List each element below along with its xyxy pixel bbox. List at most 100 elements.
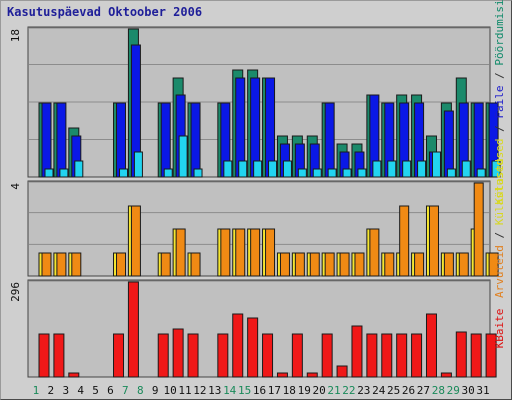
x-tick-label-day-22: 22 (342, 384, 355, 397)
bar-arvuteid-day-18 (294, 252, 305, 277)
x-tick-label-day-21: 21 (327, 384, 340, 397)
legend-part-top-3: / (493, 66, 506, 86)
x-tick-label-day-16: 16 (253, 384, 266, 397)
x-tick-label-day-7: 7 (122, 384, 129, 397)
bar-faile-day-1 (41, 102, 52, 178)
bar-arvuteid-day-19 (309, 252, 320, 277)
bar-arvuteid-day-17 (279, 252, 290, 277)
bar-k-lastused-day-29 (461, 160, 471, 178)
bar-k-lastused-day-18 (297, 168, 307, 178)
bar-arvuteid-day-20 (324, 252, 335, 277)
bar-kbaite-day-27 (425, 313, 437, 378)
bar-k-lastused-day-24 (387, 160, 397, 178)
x-tick-label-day-2: 2 (48, 384, 55, 397)
bar-faile-day-30 (473, 102, 484, 178)
bar-kbaite-day-10 (172, 328, 184, 378)
bar-arvuteid-day-24 (384, 252, 395, 277)
legend-label-middle: Arvuteid / Külastused (493, 159, 506, 298)
bar-k-lastused-day-17 (282, 160, 292, 178)
bar-k-lastused-day-2 (59, 168, 69, 178)
bar-k-lastused-day-13 (223, 160, 233, 178)
bar-k-lastused-day-15 (253, 160, 263, 178)
bar-k-lastused-day-25 (402, 160, 412, 178)
bar-k-lastused-day-30 (476, 168, 486, 178)
bar-kbaite-day-19 (306, 372, 318, 378)
x-tick-label-day-12: 12 (193, 384, 206, 397)
x-tick-label-day-10: 10 (163, 384, 176, 397)
bar-arvuteid-day-28 (443, 252, 454, 277)
x-tick-label-day-20: 20 (312, 384, 325, 397)
x-tick-label-day-13: 13 (208, 384, 221, 397)
bar-faile-day-11 (190, 102, 201, 178)
legend-part-middle-2: Külastused (493, 159, 506, 225)
x-tick-label-day-17: 17 (268, 384, 281, 397)
bar-arvuteid-day-7 (130, 205, 141, 277)
y-tick-label-bottom: 296 (9, 282, 22, 302)
bar-kbaite-day-2 (53, 333, 65, 378)
bar-kbaite-day-26 (411, 333, 423, 378)
bar-k-lastused-day-27 (431, 151, 441, 178)
bar-arvuteid-day-23 (369, 228, 380, 277)
bar-arvuteid-day-26 (414, 252, 425, 277)
bar-kbaite-day-25 (396, 333, 408, 378)
x-tick-label-day-23: 23 (357, 384, 370, 397)
legend-label-top: Külastused / Faile / Pöördumisi (493, 0, 506, 205)
bar-kbaite-day-3 (68, 372, 80, 378)
bar-k-lastused-day-10 (178, 135, 188, 178)
bar-arvuteid-day-30 (473, 182, 484, 277)
bar-arvuteid-day-13 (220, 228, 231, 277)
bar-k-lastused-day-28 (446, 168, 456, 178)
bar-kbaite-day-9 (157, 333, 169, 378)
x-tick-label-day-6: 6 (107, 384, 114, 397)
bar-k-lastused-day-6 (119, 168, 129, 178)
bar-arvuteid-day-29 (458, 252, 469, 277)
x-tick-label-day-29: 29 (447, 384, 460, 397)
bar-k-lastused-day-31 (491, 160, 501, 178)
bar-arvuteid-day-16 (265, 228, 276, 277)
bar-k-lastused-day-7 (133, 151, 143, 178)
bar-k-lastused-day-26 (417, 160, 427, 178)
legend-part-middle-0: Arvuteid (493, 245, 506, 298)
legend-label-bottom: KBaite (493, 309, 506, 349)
x-tick-label-day-4: 4 (77, 384, 84, 397)
x-tick-label-day-25: 25 (387, 384, 400, 397)
x-tick-label-day-24: 24 (372, 384, 386, 397)
x-tick-label-day-27: 27 (417, 384, 430, 397)
bar-kbaite-day-11 (187, 333, 199, 378)
bar-k-lastused-day-1 (44, 168, 54, 178)
x-tick-label-day-9: 9 (152, 384, 159, 397)
bar-kbaite-day-28 (440, 372, 452, 378)
bar-kbaite-day-17 (276, 372, 288, 378)
x-tick-label-day-15: 15 (238, 384, 251, 397)
bar-kbaite-day-31 (485, 333, 497, 378)
bar-k-lastused-day-11 (193, 168, 203, 178)
x-tick-label-day-3: 3 (62, 384, 69, 397)
bar-k-lastused-day-22 (357, 168, 367, 178)
y-tick-label-middle: 4 (9, 183, 22, 190)
bar-kbaite-day-24 (381, 333, 393, 378)
bar-k-lastused-day-14 (238, 160, 248, 178)
x-tick-label-day-1: 1 (33, 384, 40, 397)
bar-kbaite-day-21 (336, 365, 348, 378)
bar-kbaite-day-20 (321, 333, 333, 378)
bar-arvuteid-day-9 (160, 252, 171, 277)
bar-kbaite-day-16 (262, 333, 274, 378)
x-tick-label-day-19: 19 (298, 384, 311, 397)
bar-kbaite-day-15 (247, 317, 259, 378)
bar-faile-day-2 (56, 102, 67, 178)
bar-arvuteid-day-10 (175, 228, 186, 277)
x-tick-label-day-18: 18 (283, 384, 296, 397)
x-tick-label-day-8: 8 (137, 384, 144, 397)
bar-kbaite-day-22 (351, 325, 363, 378)
bar-kbaite-day-29 (455, 331, 467, 378)
legend-part-middle-1: / (493, 225, 506, 245)
bar-kbaite-day-6 (113, 333, 125, 378)
bar-arvuteid-day-2 (56, 252, 67, 277)
bar-arvuteid-day-1 (41, 252, 52, 277)
bar-arvuteid-day-11 (190, 252, 201, 277)
bar-arvuteid-day-3 (71, 252, 82, 277)
bar-arvuteid-day-22 (354, 252, 365, 277)
bar-kbaite-day-13 (217, 333, 229, 378)
legend-part-top-1: / (493, 119, 506, 139)
